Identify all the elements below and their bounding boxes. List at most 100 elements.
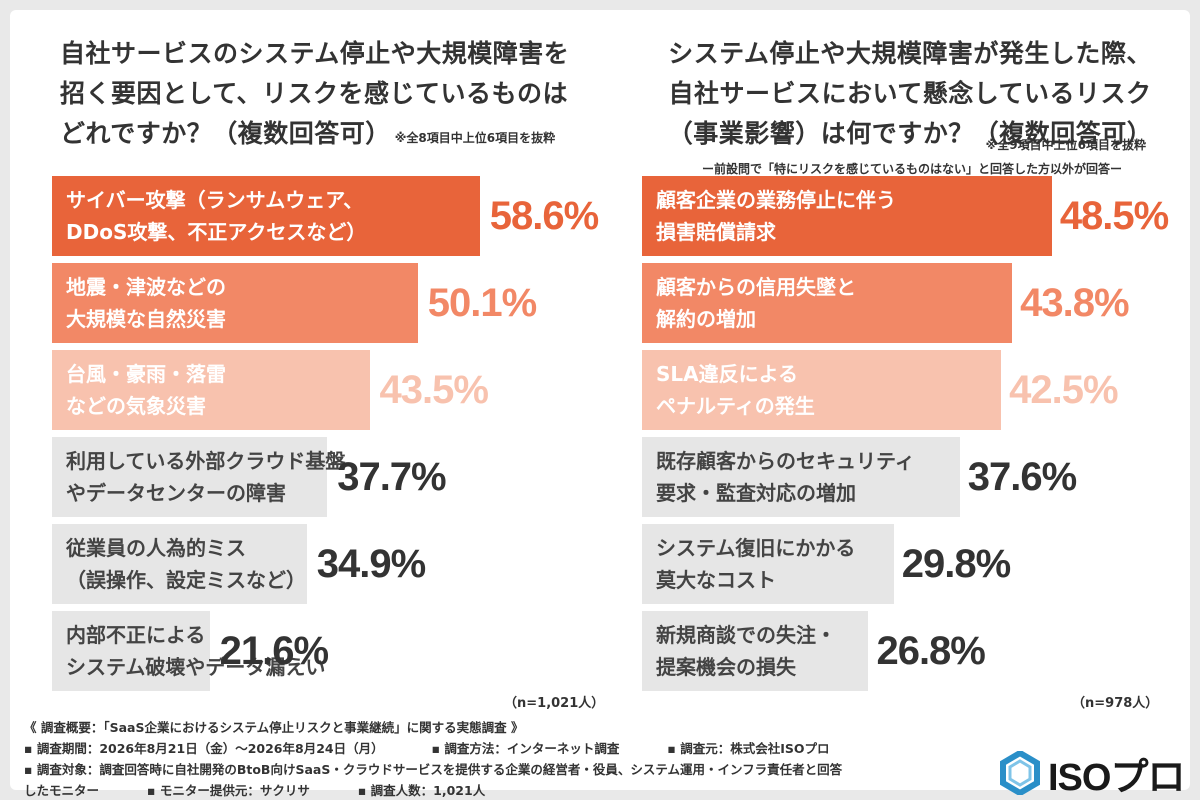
right-bar-chart: 顧客企業の業務停止に伴う 損害賠償請求 48.5% 顧客からの信用失墜と 解約の増加 43… xyxy=(642,176,1182,716)
left-bar-chart: サイバー攻撃（ランサムウェア、 DDoS攻撃、不正アクセスなど） 58.6% 地震・津… xyxy=(52,176,612,716)
bar-category-label-line: 台風・豪雨・落雷 xyxy=(66,362,226,386)
bar-category-label-line: 損害賠償請求 xyxy=(656,220,776,244)
bar xyxy=(52,524,307,604)
bar-category-label: 既存顧客からのセキュリティ 要求・監査対応の増加 xyxy=(656,437,915,517)
bar-category-label-line: 顧客企業の業務停止に伴う xyxy=(656,188,896,212)
bar-row: 従業員の人為的ミス （誤操作、設定ミスなど） 34.9% xyxy=(52,524,612,604)
bar-category-label-line: 提案機会の損失 xyxy=(656,655,796,679)
bar-row: 台風・豪雨・落雷 などの気象災害 43.5% xyxy=(52,350,612,430)
bar-row: 内部不正によるシステム破壊やデータ漏えい 21.6% xyxy=(52,611,612,691)
left-sample-size: （n=1,021人） xyxy=(504,696,605,711)
bar xyxy=(52,437,328,517)
bar-category-label: システム復旧にかかる 莫大なコスト xyxy=(656,524,855,604)
right-title-line-1: システム停止や大規模障害が発生した際、 xyxy=(668,39,1152,68)
bar-value-label: 43.5% xyxy=(379,367,489,412)
bar-row: 既存顧客からのセキュリティ 要求・監査対応の増加 37.6% xyxy=(642,437,1182,517)
bar-row: 利用している外部クラウド基盤 やデータセンターの障害 37.7% xyxy=(52,437,612,517)
bar xyxy=(642,176,1052,256)
bar-category-label-line: 既存顧客からのセキュリティ xyxy=(656,449,915,473)
left-chart-note: ※全8項目中上位6項目を抜粋 xyxy=(394,131,556,145)
bar-category-label-line: 顧客からの信用失墜と xyxy=(656,275,856,299)
bar-category-label: 新規商談での失注・ 提案機会の損失 xyxy=(656,611,836,691)
bar-value-label: 26.8% xyxy=(876,628,985,673)
bar-category-label-line: やデータセンターの障害 xyxy=(66,481,286,505)
bar-value-label: 29.8% xyxy=(901,541,1011,586)
bar-category-label: 台風・豪雨・落雷 などの気象災害 xyxy=(66,350,226,430)
left-title-line-3: どれですか？（複数回答可） xyxy=(60,119,391,148)
right-chart-title: システム停止や大規模障害が発生した際、 自社サービスにおいて懸念しているリスク … xyxy=(650,34,1170,154)
bar-row: システム復旧にかかる 莫大なコスト 29.8% xyxy=(642,524,1182,604)
bar-category-label-line: 内部不正による xyxy=(66,623,206,647)
bar-category-label-line: 要求・監査対応の増加 xyxy=(656,481,856,505)
bar-category-label: 地震・津波などの 大規模な自然災害 xyxy=(66,263,226,343)
survey-target: ▪ 調査対象：調査回答時に自社開発のBtoB向けSaaS・クラウドサービスを提供… xyxy=(24,762,843,777)
hexagon-logo-icon xyxy=(1000,751,1040,795)
bar-category-label: SLA違反による ペナルティの発生 xyxy=(656,350,815,430)
bar-value-label: 50.1% xyxy=(427,280,537,325)
infographic-card: 自社サービスのシステム停止や大規模障害を 招く要因として、リスクを感じているもの… xyxy=(10,10,1190,799)
bar xyxy=(52,176,480,256)
survey-respondents: ▪ 調査人数：1,021人 xyxy=(357,783,486,798)
right-title-line-3: （事業影響）は何ですか？（複数回答可） xyxy=(667,119,1153,148)
bar xyxy=(52,263,418,343)
left-title-line-2: 招く要因として、リスクを感じているものは xyxy=(60,79,569,108)
bar xyxy=(642,350,1002,430)
right-sample-size: （n=978人） xyxy=(1072,696,1159,711)
survey-period: ▪ 調査期間：2026年8月21日（金）〜2026年8月24日（月） xyxy=(24,741,384,756)
survey-target-cont: したモニター xyxy=(24,783,100,798)
left-chart-title: 自社サービスのシステム停止や大規模障害を 招く要因として、リスクを感じているもの… xyxy=(60,34,620,158)
logo-text: ISOプロ xyxy=(1048,756,1185,799)
bar-category-label: 従業員の人為的ミス （誤操作、設定ミスなど） xyxy=(66,524,306,604)
bar-category-label-line: サイバー攻撃（ランサムウェア、 xyxy=(66,188,364,212)
bar-category-label-line: 従業員の人為的ミス xyxy=(66,536,246,560)
bar-value-label: 58.6% xyxy=(489,193,599,238)
bar-category-label-line: 利用している外部クラウド基盤 xyxy=(66,449,346,473)
bar-row: 顧客からの信用失墜と 解約の増加 43.8% xyxy=(642,263,1182,343)
bar-category-label: 顧客企業の業務停止に伴う 損害賠償請求 xyxy=(656,176,896,256)
bar-category-label: 内部不正によるシステム破壊やデータ漏えい xyxy=(66,611,325,691)
bar-value-label: 42.5% xyxy=(1009,367,1118,412)
bar-category-label-line: DDoS攻撃、不正アクセスなど） xyxy=(66,220,367,244)
bar-category-label-line: 解約の増加 xyxy=(656,307,756,331)
bar-row: 顧客企業の業務停止に伴う 損害賠償請求 48.5% xyxy=(642,176,1182,256)
survey-method: ▪ 調査方法：インターネット調査 xyxy=(431,741,620,756)
bar-category-label-line: 莫大なコスト xyxy=(656,568,776,592)
bar xyxy=(52,350,370,430)
bar-category-label-line: ペナルティの発生 xyxy=(656,394,815,418)
right-chart-note: ※全9項目中上位6項目を抜粋 xyxy=(985,138,1146,152)
bar-value-label: 37.7% xyxy=(337,454,446,499)
survey-summary: 《 調査概要：「SaaS企業におけるシステム停止リスクと事業継続」に関する実態調… xyxy=(24,717,1004,800)
bar-category-label: 顧客からの信用失墜と 解約の増加 xyxy=(656,263,856,343)
survey-organizer: ▪ 調査元：株式会社ISOプロ xyxy=(667,741,830,756)
bar-category-label: サイバー攻撃（ランサムウェア、 DDoS攻撃、不正アクセスなど） xyxy=(66,176,366,256)
bar-category-label-line: （誤操作、設定ミスなど） xyxy=(66,568,306,592)
right-chart-subnote: ー前設問で「特にリスクを感じているものはない」と回答した方以外が回答ー xyxy=(701,162,1122,176)
bar-category-label-line: などの気象災害 xyxy=(66,394,206,418)
isopro-logo: ISOプロ xyxy=(1000,748,1185,799)
right-title-line-2: 自社サービスにおいて懸念しているリスク xyxy=(668,79,1152,108)
bar xyxy=(642,437,960,517)
bar-category-label-line: システム破壊やデータ漏えい xyxy=(66,655,326,679)
bar xyxy=(642,611,869,691)
bar-row: 新規商談での失注・ 提案機会の損失 26.8% xyxy=(642,611,1182,691)
bar xyxy=(642,524,894,604)
bar-value-label: 21.6% xyxy=(219,628,329,673)
bar-row: 地震・津波などの 大規模な自然災害 50.1% xyxy=(52,263,612,343)
bar xyxy=(642,263,1013,343)
bar xyxy=(52,611,210,691)
bar-row: サイバー攻撃（ランサムウェア、 DDoS攻撃、不正アクセスなど） 58.6% xyxy=(52,176,612,256)
bar-category-label: 利用している外部クラウド基盤 やデータセンターの障害 xyxy=(66,437,345,517)
bar-value-label: 34.9% xyxy=(316,541,426,586)
bar-category-label-line: SLA違反による xyxy=(656,362,799,386)
bar-category-label-line: 大規模な自然災害 xyxy=(66,307,226,331)
bar-row: SLA違反による ペナルティの発生 42.5% xyxy=(642,350,1182,430)
bar-category-label-line: システム復旧にかかる xyxy=(656,536,856,560)
bar-category-label-line: 新規商談での失注・ xyxy=(656,623,836,647)
survey-panel-provider: ▪ モニター提供元：サクリサ xyxy=(147,783,310,798)
bar-value-label: 48.5% xyxy=(1059,193,1169,238)
survey-summary-heading: 《 調査概要：「SaaS企業におけるシステム停止リスクと事業継続」に関する実態調… xyxy=(24,720,524,735)
bar-value-label: 43.8% xyxy=(1020,280,1129,325)
bar-value-label: 37.6% xyxy=(967,454,1077,499)
bar-category-label-line: 地震・津波などの xyxy=(66,275,226,299)
left-title-line-1: 自社サービスのシステム停止や大規模障害を xyxy=(60,39,570,68)
